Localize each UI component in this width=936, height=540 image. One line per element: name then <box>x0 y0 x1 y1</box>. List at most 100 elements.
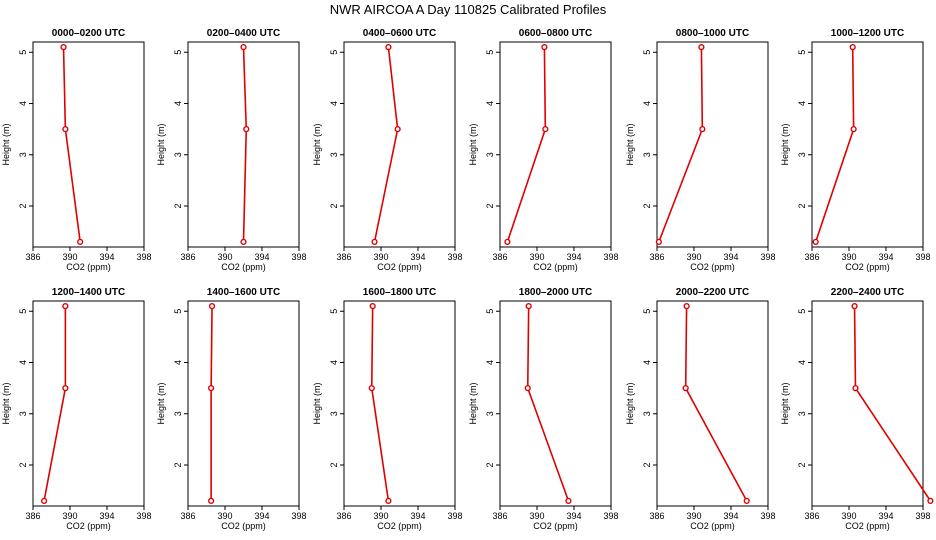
co2-data-point <box>698 44 705 51</box>
co2-profile-line <box>370 306 390 501</box>
y-tick-label: 3 <box>173 411 183 416</box>
y-axis-label: Height (m) <box>156 382 166 424</box>
profile-panel: 1400–1600 UTC 386 390 394 398 2 3 4 5 CO2 (ppm) He… <box>156 287 307 531</box>
y-tick-label: 2 <box>642 462 652 467</box>
x-tick-label: 398 <box>447 252 462 262</box>
panel-title: 1400–1600 UTC <box>207 287 280 298</box>
y-axis-label: Height (m) <box>312 123 322 165</box>
y-axis-label: Height (m) <box>780 123 790 165</box>
y-tick-label: 2 <box>797 462 807 467</box>
x-tick-label: 386 <box>492 252 507 262</box>
x-tick-label: 398 <box>136 511 151 521</box>
y-tick-label: 3 <box>797 411 807 416</box>
panels-grid: 0000–0200 UTC 386 390 394 398 2 3 4 5 CO2 (ppm) He… <box>1 28 934 531</box>
plot-frame <box>32 41 145 248</box>
co2-data-point <box>849 44 856 51</box>
y-tick-label: 2 <box>18 462 28 467</box>
y-tick-label: 5 <box>797 309 807 314</box>
y-tick-label: 5 <box>485 309 495 314</box>
co2-data-point <box>240 44 247 51</box>
co2-profile-line <box>210 306 213 501</box>
y-tick-label: 5 <box>173 50 183 55</box>
profile-panel: 0200–0400 UTC 386 390 394 398 2 3 4 5 CO2 (ppm) He… <box>156 28 307 272</box>
x-tick-label: 398 <box>760 252 775 262</box>
x-tick-label: 390 <box>841 511 856 521</box>
x-axis-label: CO2 (ppm) <box>377 521 422 531</box>
co2-profile-line <box>43 306 67 502</box>
co2-data-point <box>62 385 69 392</box>
x-tick-label: 386 <box>25 252 40 262</box>
x-tick-label: 386 <box>804 511 819 521</box>
co2-profile-line <box>658 47 704 243</box>
co2-data-point <box>371 238 378 245</box>
y-tick-label: 5 <box>797 50 807 55</box>
profile-panel: 2000–2200 UTC 386 390 394 398 2 3 4 5 CO2 (ppm) He… <box>625 287 776 531</box>
co2-data-point <box>542 126 549 133</box>
co2-data-point <box>683 303 690 310</box>
x-tick-label: 386 <box>25 511 40 521</box>
profile-panel: 0800–1000 UTC 386 390 394 398 2 3 4 5 CO2 (ppm) He… <box>625 28 776 272</box>
co2-data-point <box>565 497 572 504</box>
panel-title: 1800–2000 UTC <box>519 287 592 298</box>
panel-title: 1200–1400 UTC <box>52 287 125 298</box>
profile-panel: 1200–1400 UTC 386 390 394 398 2 3 4 5 CO2 (ppm) He… <box>1 287 152 531</box>
panel-title: 0000–0200 UTC <box>52 28 125 39</box>
y-tick-label: 5 <box>642 50 652 55</box>
x-tick-label: 394 <box>723 252 738 262</box>
y-tick-label: 2 <box>485 203 495 208</box>
co2-data-point <box>208 303 216 310</box>
co2-profile-line <box>373 47 399 243</box>
x-tick-label: 386 <box>336 252 351 262</box>
x-axis-label: CO2 (ppm) <box>533 521 578 531</box>
y-axis-label: Height (m) <box>468 123 478 165</box>
x-tick-label: 390 <box>529 511 544 521</box>
co2-data-point <box>77 238 84 245</box>
y-tick-label: 4 <box>642 101 652 106</box>
co2-data-point <box>743 497 750 504</box>
y-tick-label: 4 <box>485 101 495 106</box>
x-tick-label: 398 <box>291 252 306 262</box>
x-axis-label: CO2 (ppm) <box>377 262 422 272</box>
x-axis-label: CO2 (ppm) <box>845 521 890 531</box>
x-axis-label: CO2 (ppm) <box>690 262 735 272</box>
co2-data-point <box>504 238 511 245</box>
co2-data-point <box>208 385 215 392</box>
co2-profile-line <box>242 47 248 242</box>
co2-data-point <box>62 303 69 310</box>
y-axis-label: Height (m) <box>468 382 478 424</box>
plot-frame <box>32 300 145 507</box>
y-tick-label: 3 <box>642 152 652 157</box>
x-tick-label: 386 <box>649 511 664 521</box>
panel-title: 1000–1200 UTC <box>831 28 904 39</box>
co2-profile-line <box>62 47 81 242</box>
x-tick-label: 394 <box>566 252 581 262</box>
panel-title: 0600–0800 UTC <box>519 28 592 39</box>
y-tick-label: 5 <box>18 50 28 55</box>
co2-profile-line <box>814 47 855 243</box>
x-tick-label: 394 <box>723 511 738 521</box>
x-tick-label: 390 <box>217 511 232 521</box>
panel-title: 2000–2200 UTC <box>676 287 749 298</box>
co2-data-point <box>812 238 819 245</box>
x-axis-label: CO2 (ppm) <box>845 262 890 272</box>
y-axis-label: Height (m) <box>312 382 322 424</box>
y-tick-label: 5 <box>329 309 339 314</box>
profile-panel: 0400–0600 UTC 386 390 394 398 2 3 4 5 CO2 (ppm) He… <box>312 28 463 272</box>
x-tick-label: 394 <box>878 511 893 521</box>
x-tick-label: 386 <box>180 511 195 521</box>
x-tick-label: 394 <box>410 511 425 521</box>
y-tick-label: 4 <box>642 360 652 365</box>
x-tick-label: 394 <box>254 252 269 262</box>
profile-panel: 0000–0200 UTC 386 390 394 398 2 3 4 5 CO2 (ppm) He… <box>1 28 152 272</box>
x-tick-label: 390 <box>373 511 388 521</box>
x-tick-label: 386 <box>804 252 819 262</box>
co2-data-point <box>851 303 858 310</box>
plot-frame <box>656 41 769 248</box>
figure-title: NWR AIRCOA A Day 110825 Calibrated Profi… <box>330 2 607 17</box>
y-tick-label: 2 <box>485 462 495 467</box>
co2-data-point <box>385 497 392 504</box>
x-tick-label: 398 <box>291 511 306 521</box>
x-axis-label: CO2 (ppm) <box>690 521 735 531</box>
y-tick-label: 3 <box>18 152 28 157</box>
panel-title: 0400–0600 UTC <box>363 28 436 39</box>
